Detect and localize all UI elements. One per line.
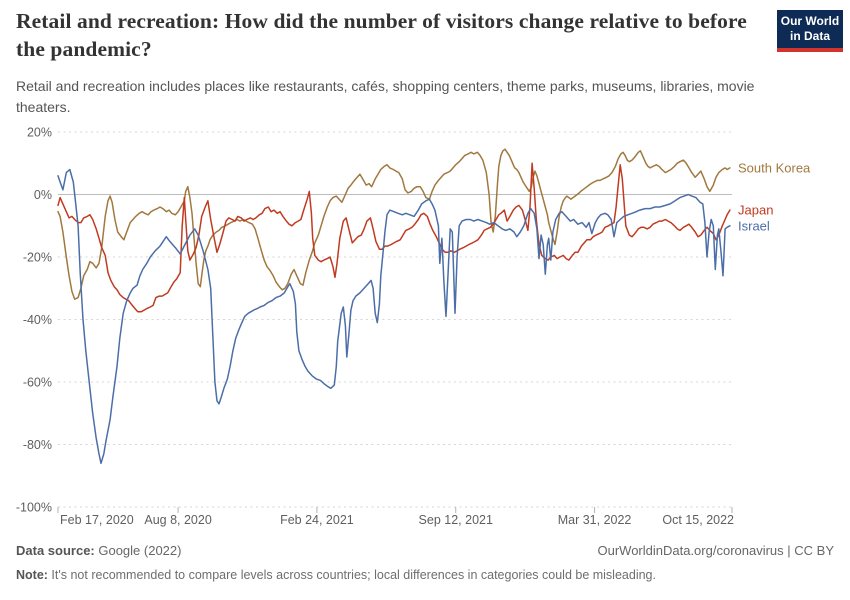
- x-axis-label: Feb 24, 2021: [280, 513, 354, 527]
- owid-logo[interactable]: Our World in Data: [777, 10, 843, 52]
- data-source-label: Data source:: [16, 543, 95, 558]
- footer: Data source: Google (2022) OurWorldinDat…: [16, 543, 834, 558]
- owid-logo-line1: Our World: [780, 14, 840, 28]
- legend-label-south-korea[interactable]: South Korea: [738, 160, 811, 175]
- attribution-link[interactable]: OurWorldinData.org/coronavirus | CC BY: [597, 543, 834, 558]
- data-source-text: Data source: Google (2022): [16, 543, 181, 558]
- y-axis-label: -20%: [23, 251, 52, 265]
- footnote-label: Note:: [16, 568, 48, 582]
- legend-label-japan[interactable]: Japan: [738, 203, 773, 218]
- chart-title: Retail and recreation: How did the numbe…: [16, 9, 747, 61]
- y-axis-label: 0%: [34, 188, 52, 202]
- footnote-text: It's not recommended to compare levels a…: [47, 568, 656, 582]
- footnote: Note: It's not recommended to compare le…: [16, 568, 656, 582]
- series-line-israel[interactable]: [57, 168, 731, 465]
- chart-subtitle: Retail and recreation includes places li…: [16, 78, 755, 115]
- x-axis-label: Mar 31, 2022: [558, 513, 632, 527]
- series-line-japan[interactable]: [57, 162, 731, 313]
- data-source-value: Google (2022): [94, 543, 182, 558]
- series-line-south-korea[interactable]: [57, 148, 731, 300]
- x-axis-label: Oct 15, 2022: [662, 513, 734, 527]
- y-axis-label: 20%: [27, 126, 52, 140]
- x-axis-label: Feb 17, 2020: [60, 513, 134, 527]
- owid-logo-line2: in Data: [789, 29, 830, 43]
- y-axis-label: -80%: [23, 438, 52, 452]
- x-axis-label: Sep 12, 2021: [419, 513, 493, 527]
- y-axis-label: -60%: [23, 376, 52, 390]
- x-axis-label: Aug 8, 2020: [144, 513, 211, 527]
- legend-label-israel[interactable]: Israel: [738, 218, 770, 233]
- y-axis-label: -40%: [23, 313, 52, 327]
- y-axis-label: -100%: [16, 501, 52, 515]
